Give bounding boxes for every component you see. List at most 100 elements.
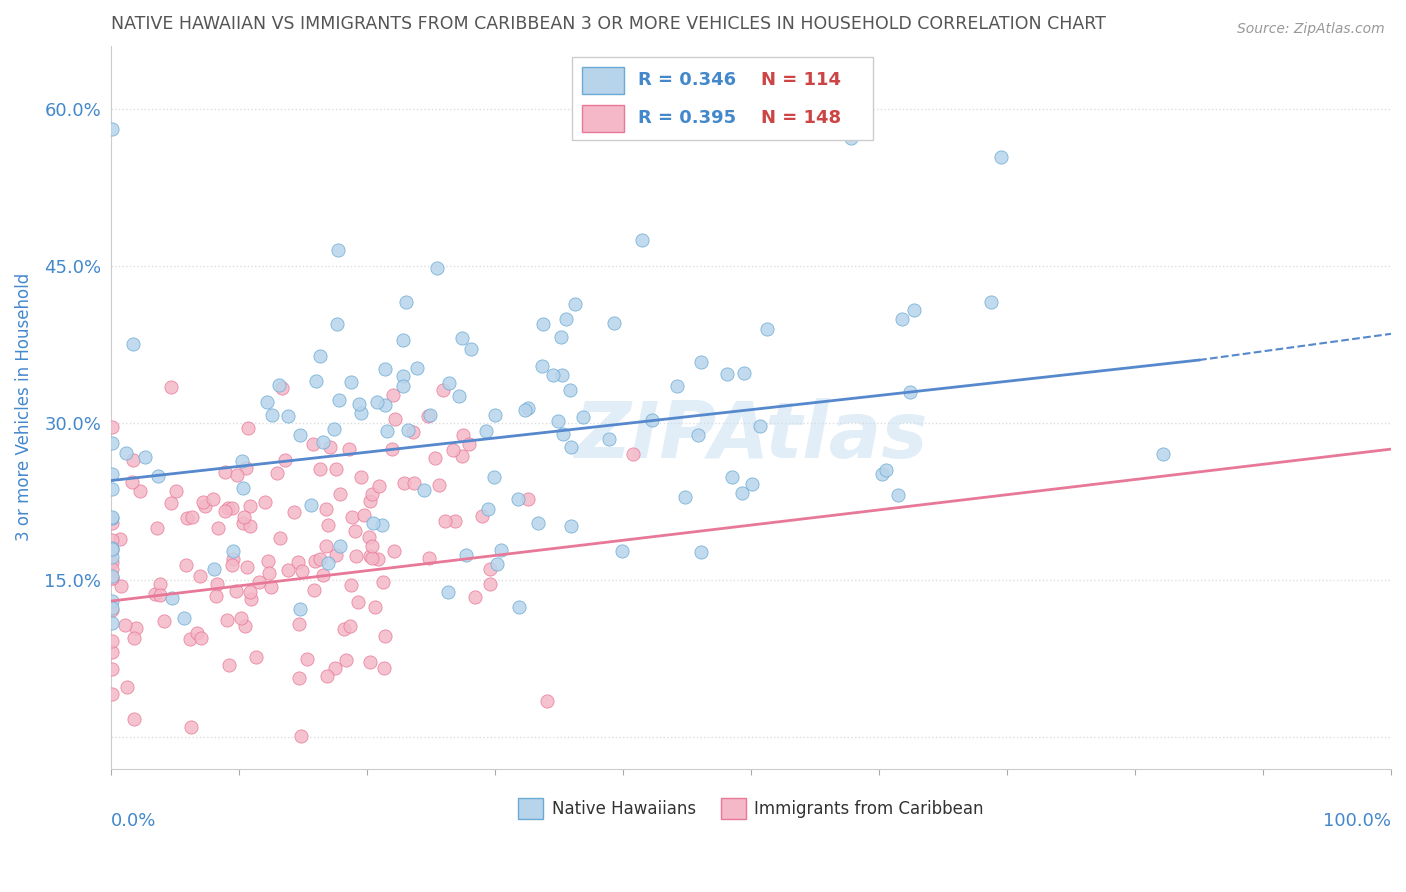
Point <box>316 669 339 683</box>
Point <box>371 518 394 533</box>
Point <box>560 440 582 454</box>
Text: ZIPAtlas: ZIPAtlas <box>574 398 928 475</box>
Point <box>392 369 415 384</box>
Point <box>361 539 384 553</box>
Point <box>340 578 363 592</box>
Point <box>891 312 914 326</box>
Legend: Native Hawaiians, Immigrants from Caribbean: Native Hawaiians, Immigrants from Caribb… <box>512 792 990 825</box>
Point <box>418 409 440 423</box>
FancyBboxPatch shape <box>582 105 624 132</box>
Point <box>756 322 779 336</box>
Point <box>335 653 357 667</box>
Point <box>316 518 339 533</box>
Point <box>101 561 124 575</box>
Point <box>176 558 198 572</box>
Point <box>269 531 291 545</box>
Point <box>392 333 415 347</box>
Point <box>437 584 460 599</box>
Point <box>359 655 381 669</box>
Point <box>290 602 312 616</box>
Text: R = 0.346: R = 0.346 <box>638 71 737 89</box>
Point <box>374 362 396 376</box>
Point <box>347 397 370 411</box>
Point <box>374 629 396 643</box>
Point <box>381 442 404 456</box>
Point <box>508 600 530 615</box>
Point <box>266 466 288 480</box>
Point <box>101 509 124 524</box>
Text: R = 0.395: R = 0.395 <box>638 109 737 127</box>
Point <box>453 427 475 442</box>
Point <box>342 510 364 524</box>
Point <box>305 375 328 389</box>
Point <box>165 484 187 499</box>
Point <box>121 475 143 489</box>
Point <box>329 539 352 553</box>
Point <box>555 311 578 326</box>
Point <box>903 303 925 318</box>
Point <box>371 574 394 589</box>
Point <box>875 463 897 477</box>
Point <box>302 436 325 450</box>
Point <box>287 555 309 569</box>
Point <box>449 389 471 403</box>
Point <box>419 409 441 423</box>
Point <box>374 398 396 412</box>
Point <box>413 483 436 497</box>
Point <box>299 498 322 512</box>
Point <box>236 560 259 574</box>
Point <box>870 467 893 481</box>
Point <box>101 541 124 555</box>
Point <box>402 425 425 439</box>
Point <box>287 671 309 685</box>
Point <box>205 577 228 591</box>
Point <box>423 451 446 466</box>
Point <box>541 368 564 383</box>
Point <box>101 436 124 450</box>
Point <box>731 486 754 500</box>
Point <box>152 614 174 628</box>
Point <box>149 588 172 602</box>
Point <box>316 556 339 570</box>
Point <box>236 420 259 434</box>
Point <box>101 569 124 583</box>
Point <box>418 550 440 565</box>
Point <box>720 470 742 484</box>
Point <box>160 591 183 606</box>
Point <box>477 502 499 516</box>
Point <box>260 408 283 422</box>
Point <box>328 243 350 257</box>
Point <box>277 409 299 423</box>
Point <box>478 577 501 591</box>
Point <box>323 422 346 436</box>
Point <box>392 379 415 393</box>
Point <box>384 411 406 425</box>
Point <box>181 510 204 524</box>
Point <box>572 410 595 425</box>
FancyBboxPatch shape <box>582 67 624 95</box>
Point <box>205 590 228 604</box>
FancyBboxPatch shape <box>572 56 873 140</box>
Point <box>382 544 405 558</box>
Point <box>359 549 381 563</box>
Point <box>471 509 494 524</box>
Point <box>427 478 450 492</box>
Point <box>160 496 183 510</box>
Point <box>221 501 243 516</box>
Point <box>343 524 366 538</box>
Point <box>530 359 553 373</box>
Point <box>101 516 124 530</box>
Point <box>214 465 236 479</box>
Point <box>690 354 713 368</box>
Point <box>347 595 370 609</box>
Point <box>101 645 124 659</box>
Point <box>101 550 124 565</box>
Point <box>256 554 278 568</box>
Point <box>454 548 477 562</box>
Point <box>238 519 260 533</box>
Point <box>217 500 239 515</box>
Point <box>288 616 311 631</box>
Point <box>232 516 254 530</box>
Point <box>328 392 350 407</box>
Point <box>513 403 536 417</box>
